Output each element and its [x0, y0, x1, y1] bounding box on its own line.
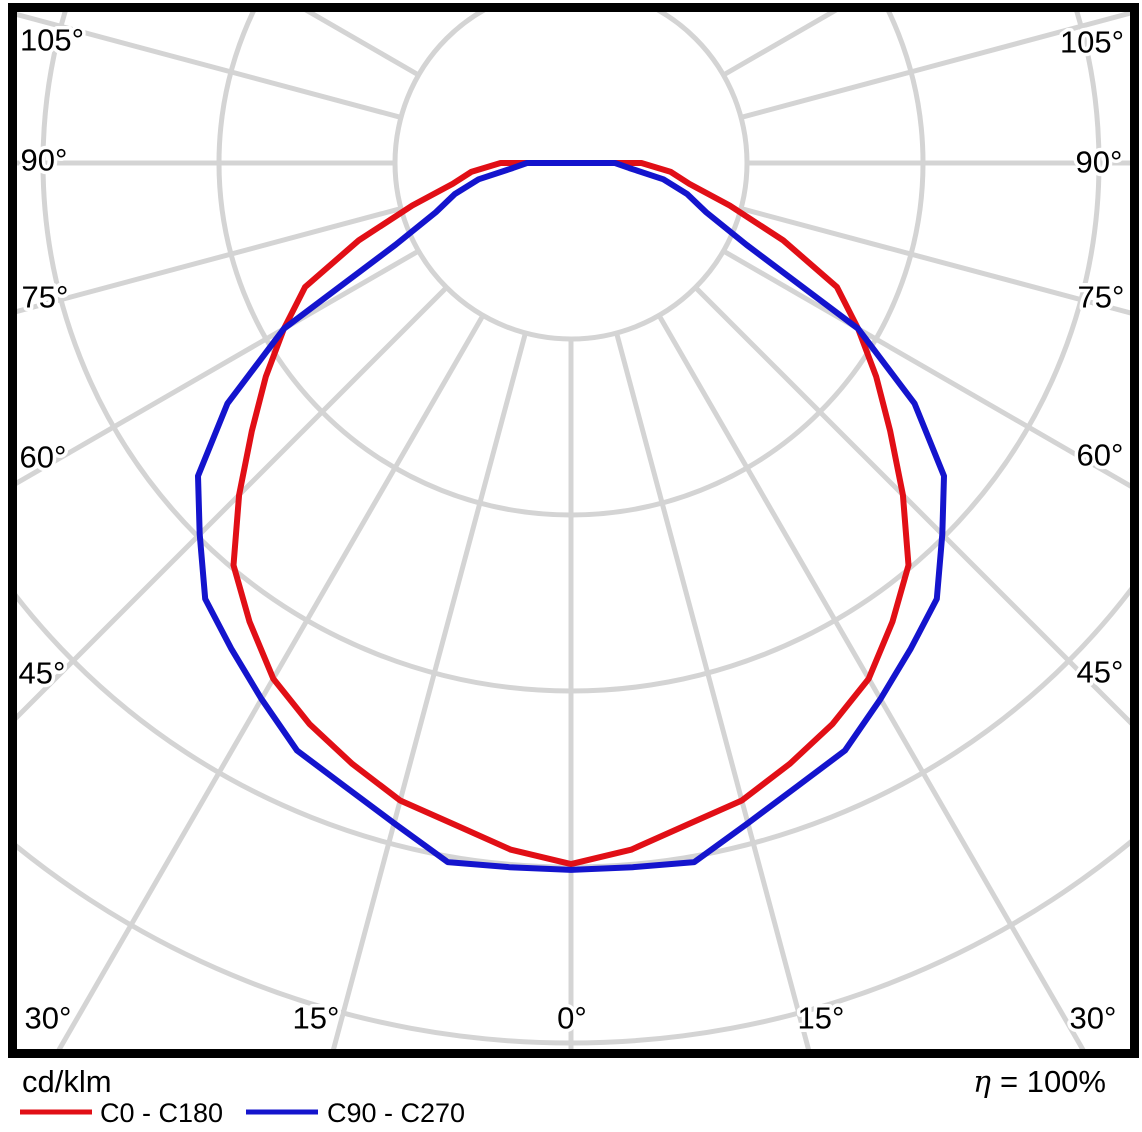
grid-ray	[17, 285, 449, 721]
eta-value: = 100%	[1000, 1064, 1106, 1099]
efficiency-label: η = 100%	[973, 1064, 1106, 1100]
angle-label: 75°	[1078, 280, 1125, 315]
grid-ray	[56, 314, 486, 1049]
grid-ray	[614, 332, 811, 1049]
grid-ray	[656, 314, 1086, 1049]
grid-ray	[331, 332, 528, 1049]
angle-label: 105°	[20, 23, 84, 58]
plot-frame	[8, 3, 1139, 1058]
angle-labels: 105° 90° 75° 60° 45° 105° 90° 75° 60° 45° 30° 15° 0°…	[15, 19, 1128, 1039]
angle-label: 15°	[293, 1001, 340, 1036]
angle-label: 60°	[1077, 438, 1124, 473]
angle-label: 60°	[20, 440, 67, 475]
angle-label: 0°	[557, 1001, 587, 1036]
unit-label: cd/klm	[22, 1064, 112, 1099]
grid-ray	[693, 285, 1130, 726]
angle-label: 45°	[19, 656, 66, 691]
angle-label: 45°	[1077, 655, 1124, 690]
curve-c90-c270	[195, 160, 947, 873]
grid-ray	[740, 12, 1130, 120]
angle-label: 105°	[1060, 25, 1124, 60]
grid-ray	[17, 206, 402, 315]
legend-label-c90-c270: C90 - C270	[327, 1098, 465, 1128]
grid-ray	[722, 248, 1130, 489]
eta-symbol: η	[973, 1065, 991, 1100]
angle-label: 30°	[25, 1001, 72, 1036]
intensity-curves	[195, 160, 947, 873]
angle-label: 90°	[1076, 145, 1123, 180]
angle-label: 90°	[21, 143, 68, 178]
legend-label-c0-c180: C0 - C180	[100, 1098, 223, 1128]
grid-ray	[740, 206, 1130, 316]
legend: C0 - C180 C90 - C270	[20, 1098, 465, 1128]
angle-label: 75°	[22, 280, 69, 315]
grid-ray	[17, 248, 420, 486]
grid-ray	[17, 12, 402, 120]
angle-label: 15°	[798, 1001, 845, 1036]
angle-label: 30°	[1070, 1001, 1117, 1036]
